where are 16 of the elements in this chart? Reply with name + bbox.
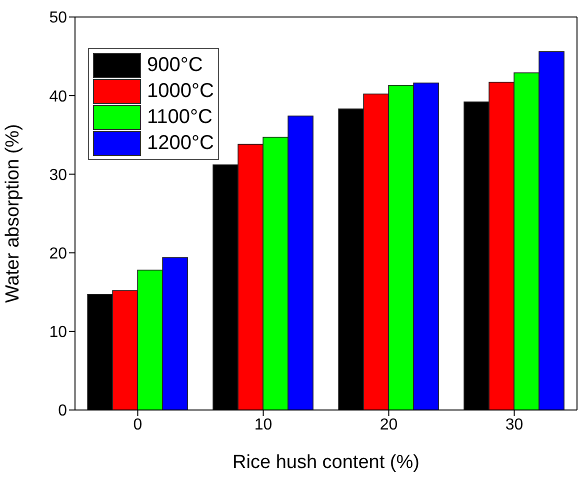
y-tick-label: 40 xyxy=(49,88,68,106)
y-tick-label: 20 xyxy=(49,245,68,262)
legend-label: 1100°C xyxy=(147,106,212,128)
legend-label: 1200°C xyxy=(147,132,214,154)
x-tick-label: 30 xyxy=(505,416,524,434)
legend-label: 1000°C xyxy=(147,80,214,102)
x-tick-label: 20 xyxy=(380,416,398,434)
y-tick-label: 0 xyxy=(58,402,68,420)
legend-label: 900°C xyxy=(147,54,203,76)
y-tick-label: 50 xyxy=(49,10,68,27)
x-tick-label: 0 xyxy=(133,416,142,434)
y-axis-title: Water absorption (%) xyxy=(2,124,24,303)
y-tick-label: 30 xyxy=(49,166,68,184)
x-tick-label: 10 xyxy=(254,416,272,434)
x-axis-title: Rice hush content (%) xyxy=(232,452,420,473)
y-tick-label: 10 xyxy=(49,324,68,342)
